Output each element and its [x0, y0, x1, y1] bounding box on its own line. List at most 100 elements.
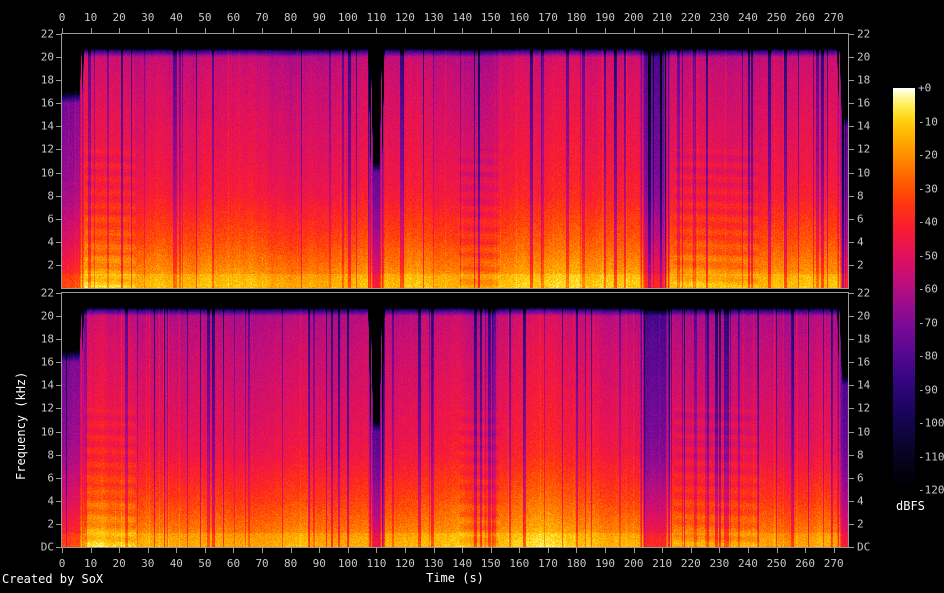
y-tick-label-left-panel-2: 12 — [40, 401, 54, 415]
x-axis-label: Time (s) — [426, 571, 484, 585]
y-axis-label: Frequency (kHz) — [14, 371, 28, 480]
x-tick-label-top: 90 — [312, 11, 326, 24]
colorbar-tick-label: -10 — [918, 115, 938, 128]
y-tick-mark-right-panel-1 — [849, 219, 854, 220]
x-tick-label-bottom: 130 — [423, 557, 444, 570]
x-tick-mark-bottom — [262, 548, 263, 553]
y-tick-mark-left-panel-1 — [56, 34, 61, 35]
x-tick-label-top: 150 — [480, 11, 501, 24]
x-tick-mark-bottom — [634, 548, 635, 553]
x-tick-mark-top — [519, 28, 520, 33]
colorbar-tick-label: -30 — [918, 182, 938, 195]
y-tick-mark-right-panel-2 — [849, 478, 854, 479]
x-tick-label-bottom: 150 — [480, 557, 501, 570]
spectrogram-panel-channel-2 — [62, 293, 848, 547]
colorbar-tick-label: -70 — [918, 316, 938, 329]
x-tick-mark-top — [91, 28, 92, 33]
x-tick-label-top: 270 — [823, 11, 844, 24]
y-tick-label-left-panel-1: 10 — [40, 166, 54, 180]
y-tick-label-right-panel-1: 4 — [857, 235, 864, 249]
x-tick-mark-bottom — [348, 548, 349, 553]
colorbar-tick-label: +0 — [918, 81, 932, 95]
x-tick-label-top: 170 — [537, 11, 558, 24]
x-tick-mark-top — [777, 28, 778, 33]
x-tick-mark-top — [176, 28, 177, 33]
y-tick-mark-left-panel-1 — [56, 265, 61, 266]
y-tick-mark-left-panel-1 — [56, 196, 61, 197]
x-tick-label-top: 260 — [795, 11, 816, 24]
y-tick-mark-left-panel-2 — [56, 432, 61, 433]
x-tick-mark-top — [119, 28, 120, 33]
x-tick-mark-bottom — [834, 548, 835, 553]
y-tick-mark-left-panel-1 — [56, 103, 61, 104]
x-tick-mark-bottom — [319, 548, 320, 553]
x-tick-label-top: 200 — [623, 11, 644, 24]
y-tick-mark-right-panel-2 — [849, 385, 854, 386]
x-tick-label-top: 20 — [112, 11, 126, 24]
y-tick-label-left-panel-2: DC — [40, 540, 54, 554]
x-tick-label-bottom: 140 — [452, 557, 473, 570]
y-tick-label-left-panel-2: 14 — [40, 378, 54, 392]
y-tick-label-right-panel-2: 8 — [857, 448, 864, 462]
axis-spine-top — [61, 33, 849, 34]
y-tick-mark-left-panel-2 — [56, 547, 61, 548]
y-tick-mark-right-panel-2 — [849, 501, 854, 502]
y-tick-mark-left-panel-1 — [56, 242, 61, 243]
y-tick-mark-left-panel-2 — [56, 524, 61, 525]
y-tick-label-left-panel-1: 16 — [40, 96, 54, 110]
y-tick-mark-right-panel-2 — [849, 293, 854, 294]
x-tick-label-top: 60 — [226, 11, 241, 24]
x-tick-mark-top — [662, 28, 663, 33]
x-tick-label-top: 110 — [366, 11, 387, 24]
y-tick-label-left-panel-2: 20 — [40, 309, 54, 323]
x-tick-label-top: 30 — [141, 11, 155, 24]
y-tick-label-left-panel-2: 16 — [40, 355, 54, 369]
y-tick-mark-right-panel-1 — [849, 149, 854, 150]
x-tick-mark-top — [462, 28, 463, 33]
y-tick-label-left-panel-2: 22 — [40, 286, 54, 300]
x-tick-label-top: 70 — [255, 11, 269, 24]
y-tick-label-right-panel-1: 6 — [857, 212, 864, 226]
y-tick-label-left-panel-2: 6 — [47, 471, 54, 485]
x-tick-mark-bottom — [434, 548, 435, 553]
x-tick-mark-top — [291, 28, 292, 33]
x-tick-label-bottom: 250 — [766, 557, 787, 570]
y-tick-label-right-panel-2: 6 — [857, 471, 864, 485]
y-tick-label-right-panel-1: 20 — [857, 50, 871, 64]
x-tick-label-bottom: 20 — [112, 557, 126, 570]
axis-spine-right-panel-2 — [848, 293, 849, 547]
y-tick-mark-left-panel-2 — [56, 362, 61, 363]
y-tick-label-right-panel-2: DC — [857, 540, 871, 554]
x-tick-label-bottom: 120 — [395, 557, 415, 570]
y-tick-mark-left-panel-1 — [56, 126, 61, 127]
y-tick-mark-right-panel-2 — [849, 524, 854, 525]
x-tick-mark-top — [434, 28, 435, 33]
x-tick-label-bottom: 270 — [823, 557, 844, 570]
x-tick-label-top: 100 — [337, 11, 358, 24]
y-tick-label-right-panel-2: 20 — [857, 309, 871, 323]
x-tick-label-bottom: 220 — [680, 557, 701, 570]
y-tick-label-left-panel-1: 12 — [40, 142, 54, 156]
x-tick-mark-top — [148, 28, 149, 33]
y-tick-mark-right-panel-2 — [849, 455, 854, 456]
x-tick-label-bottom: 230 — [709, 557, 730, 570]
y-tick-label-left-panel-2: 2 — [47, 517, 54, 531]
x-tick-label-top: 0 — [58, 11, 66, 24]
x-tick-mark-bottom — [148, 548, 149, 553]
colorbar-tick-label: -100 — [918, 416, 944, 430]
x-tick-mark-bottom — [376, 548, 377, 553]
y-tick-label-right-panel-1: 18 — [857, 73, 871, 87]
colorbar-tick-label: -90 — [918, 383, 938, 396]
y-tick-label-right-panel-1: 22 — [857, 27, 871, 41]
x-tick-label-top: 210 — [652, 11, 673, 24]
x-tick-label-top: 140 — [452, 11, 473, 24]
y-tick-mark-left-panel-1 — [56, 57, 61, 58]
y-tick-mark-left-panel-2 — [56, 478, 61, 479]
x-tick-label-bottom: 0 — [58, 557, 66, 570]
y-tick-label-left-panel-1: 20 — [40, 50, 54, 64]
y-tick-label-right-panel-1: 12 — [857, 142, 871, 156]
x-tick-label-bottom: 110 — [366, 557, 387, 570]
x-tick-mark-bottom — [748, 548, 749, 553]
y-tick-label-left-panel-1: 6 — [47, 212, 54, 226]
